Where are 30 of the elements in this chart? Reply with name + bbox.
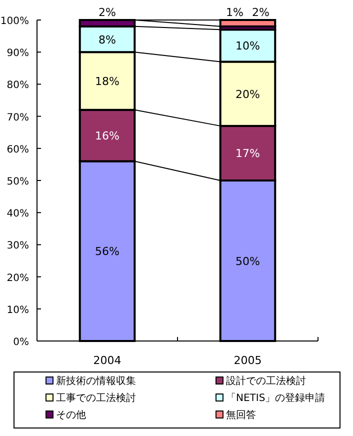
- data-label: 20%: [236, 88, 260, 101]
- data-label: 1%: [226, 6, 244, 19]
- y-tick-label: 40%: [6, 208, 29, 220]
- data-label: 2%: [98, 6, 116, 19]
- legend-label: その他: [56, 409, 86, 421]
- x-tick-label: 2005: [234, 354, 262, 367]
- legend-label: 工事での工法検討: [56, 392, 136, 404]
- y-tick-label: 90%: [6, 48, 29, 60]
- legend-label: 無回答: [226, 409, 256, 421]
- y-tick-label: 80%: [6, 80, 29, 92]
- data-label: 18%: [95, 74, 120, 88]
- y-tick-label: 0%: [13, 337, 29, 348]
- data-label: 56%: [95, 245, 120, 258]
- y-tick-label: 70%: [6, 112, 29, 124]
- data-label: 10%: [236, 40, 260, 53]
- y-tick-label: 20%: [6, 272, 29, 284]
- y-tick-label: 10%: [6, 304, 29, 316]
- legend-label: 「NETIS」の登録申請: [226, 392, 326, 404]
- data-label: 8%: [98, 33, 116, 46]
- y-tick-label: 50%: [6, 176, 29, 188]
- x-tick-label: 2004: [93, 354, 122, 367]
- y-tick-label: 30%: [6, 240, 29, 252]
- data-label: 17%: [236, 147, 260, 160]
- data-label: 2%: [252, 6, 270, 19]
- legend-label: 設計での工法検討: [226, 375, 306, 387]
- legend-label: 新技術の情報収集: [56, 375, 136, 387]
- data-label: 16%: [95, 130, 120, 143]
- y-tick-label: 60%: [6, 144, 29, 156]
- y-tick-label: 100%: [0, 16, 29, 27]
- data-label: 50%: [236, 254, 260, 268]
